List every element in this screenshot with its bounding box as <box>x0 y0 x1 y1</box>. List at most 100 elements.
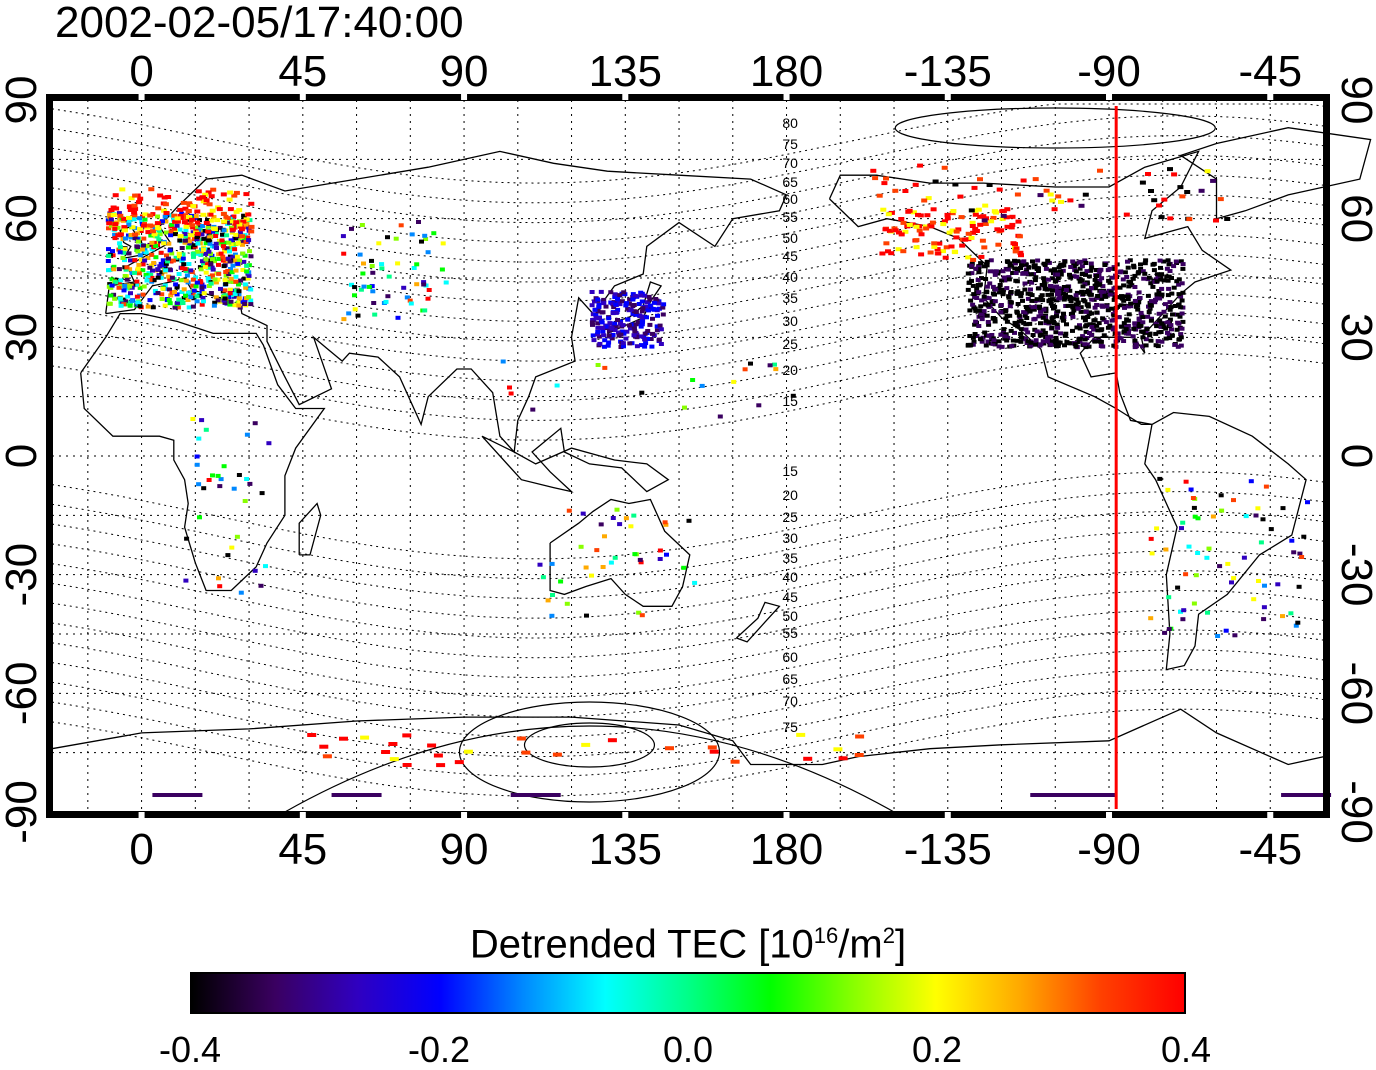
tec-point <box>233 232 239 237</box>
tec-point <box>996 187 1003 192</box>
tec-point <box>946 230 953 235</box>
tec-point <box>1027 309 1033 314</box>
tec-point <box>120 255 126 260</box>
tec-point <box>331 793 382 797</box>
colorbar-tick-label: 0.0 <box>662 1029 714 1070</box>
tec-point <box>985 339 991 344</box>
tec-point <box>221 228 227 233</box>
tec-point <box>972 226 979 231</box>
tec-point <box>166 241 172 246</box>
tec-point <box>607 321 613 326</box>
tec-point <box>198 267 204 272</box>
tec-point <box>239 234 246 239</box>
tec-point <box>248 302 254 307</box>
tec-point <box>1166 595 1172 600</box>
tec-point <box>1075 306 1081 311</box>
tec-point <box>608 290 614 295</box>
tec-point <box>1180 266 1186 271</box>
tec-point <box>244 269 250 274</box>
lat-tick-label-left: -60 <box>0 662 46 726</box>
tec-point <box>1041 307 1047 312</box>
tec-point <box>1104 304 1110 309</box>
tec-point <box>217 584 223 589</box>
tec-point <box>1112 325 1117 330</box>
tec-point <box>888 210 895 215</box>
tec-point <box>1180 290 1186 295</box>
tec-point <box>188 295 194 300</box>
tec-point <box>1051 207 1058 212</box>
tec-point <box>234 534 240 539</box>
tec-point <box>968 298 974 303</box>
tec-point <box>122 258 127 263</box>
tec-point <box>608 560 614 565</box>
tec-point <box>530 407 536 412</box>
tec-point <box>232 247 238 252</box>
tec-point <box>1005 267 1011 272</box>
tec-point <box>1133 344 1139 349</box>
tec-point <box>1027 321 1033 326</box>
tec-point <box>595 297 601 302</box>
tec-point <box>1198 188 1205 193</box>
tec-point <box>1089 286 1094 290</box>
tec-point <box>233 288 239 293</box>
tec-point <box>953 235 960 240</box>
tec-point <box>226 295 232 300</box>
tec-point <box>984 259 990 264</box>
tec-point <box>621 344 626 349</box>
tec-point <box>1006 277 1012 282</box>
tec-point <box>159 270 165 275</box>
tec-point <box>639 309 645 314</box>
tec-point <box>1099 303 1105 308</box>
tec-point <box>986 183 993 187</box>
tec-point <box>208 194 215 199</box>
tec-point <box>1015 259 1021 264</box>
tec-point <box>590 318 596 322</box>
tec-point <box>147 277 153 282</box>
tec-point <box>898 217 905 221</box>
tec-point <box>149 252 155 257</box>
frame-tick-gap <box>138 94 145 100</box>
tec-point <box>439 267 445 272</box>
tec-point <box>661 302 667 307</box>
tec-point <box>108 285 114 290</box>
tec-point <box>1118 303 1124 308</box>
tec-point <box>246 273 252 278</box>
tec-point <box>1121 283 1127 288</box>
tec-point <box>108 293 114 298</box>
tec-point <box>216 262 221 267</box>
tec-point <box>1145 293 1151 298</box>
tec-point <box>772 362 777 367</box>
tec-point <box>596 304 602 309</box>
tec-point <box>1038 309 1043 314</box>
tec-point <box>245 212 252 217</box>
tec-point <box>657 548 663 553</box>
tec-point <box>624 329 630 334</box>
tec-point <box>1080 284 1086 289</box>
tec-point <box>1083 261 1089 265</box>
tec-point <box>616 330 621 335</box>
tec-point <box>940 249 946 254</box>
tec-point <box>1014 310 1020 315</box>
tec-point <box>1121 321 1127 326</box>
tec-point <box>638 560 644 565</box>
tec-point <box>643 341 649 346</box>
tec-point <box>885 249 891 254</box>
tec-point <box>165 259 171 264</box>
tec-point <box>998 303 1004 307</box>
tec-point <box>1008 290 1014 294</box>
tec-point <box>144 244 150 249</box>
tec-point <box>917 163 924 168</box>
tec-point <box>340 234 346 239</box>
lon-tick-label-top: 135 <box>589 47 662 96</box>
tec-point <box>128 233 134 237</box>
tec-point <box>1058 262 1064 267</box>
tec-point <box>205 229 212 234</box>
tec-point <box>242 302 248 306</box>
tec-point <box>1161 278 1167 283</box>
frame-tick-gap <box>1267 94 1274 100</box>
tec-point <box>1109 275 1115 280</box>
tec-point <box>246 295 252 299</box>
tec-point <box>611 305 617 310</box>
tec-point <box>1092 277 1098 282</box>
tec-point <box>984 263 990 268</box>
